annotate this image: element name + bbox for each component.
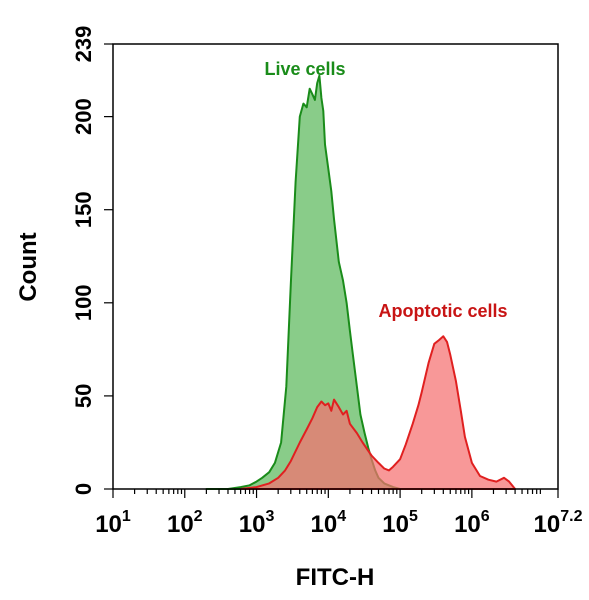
x-tick-label: 105 <box>382 508 418 538</box>
y-tick-label: 50 <box>71 384 96 408</box>
plot-layer <box>205 74 517 490</box>
y-tick-label: 200 <box>71 98 96 135</box>
series-label-apoptotic-cells: Apoptotic cells <box>378 301 507 321</box>
x-tick-label: 106 <box>454 508 490 538</box>
x-tick-label: 107.2 <box>534 508 583 538</box>
x-axis: 101 102 103 104 105 106 107.2 <box>95 489 583 538</box>
x-tick-label: 104 <box>311 508 347 538</box>
y-tick-label: 239 <box>71 26 96 63</box>
x-axis-title: FITC-H <box>296 564 375 591</box>
live-cells-histogram <box>205 74 402 490</box>
y-axis: 0 50 100 150 200 239 <box>71 26 113 495</box>
series-label-live-cells: Live cells <box>264 59 345 79</box>
x-tick-label: 101 <box>95 508 131 538</box>
y-tick-label: 100 <box>71 284 96 321</box>
y-axis-title: Count <box>15 232 42 301</box>
plot-frame <box>112 43 559 490</box>
y-tick-label: 150 <box>71 191 96 228</box>
x-tick-label: 103 <box>239 508 275 538</box>
y-tick-label: 0 <box>71 483 96 495</box>
x-tick-label: 102 <box>167 508 203 538</box>
apoptotic-cells-histogram <box>239 335 517 490</box>
